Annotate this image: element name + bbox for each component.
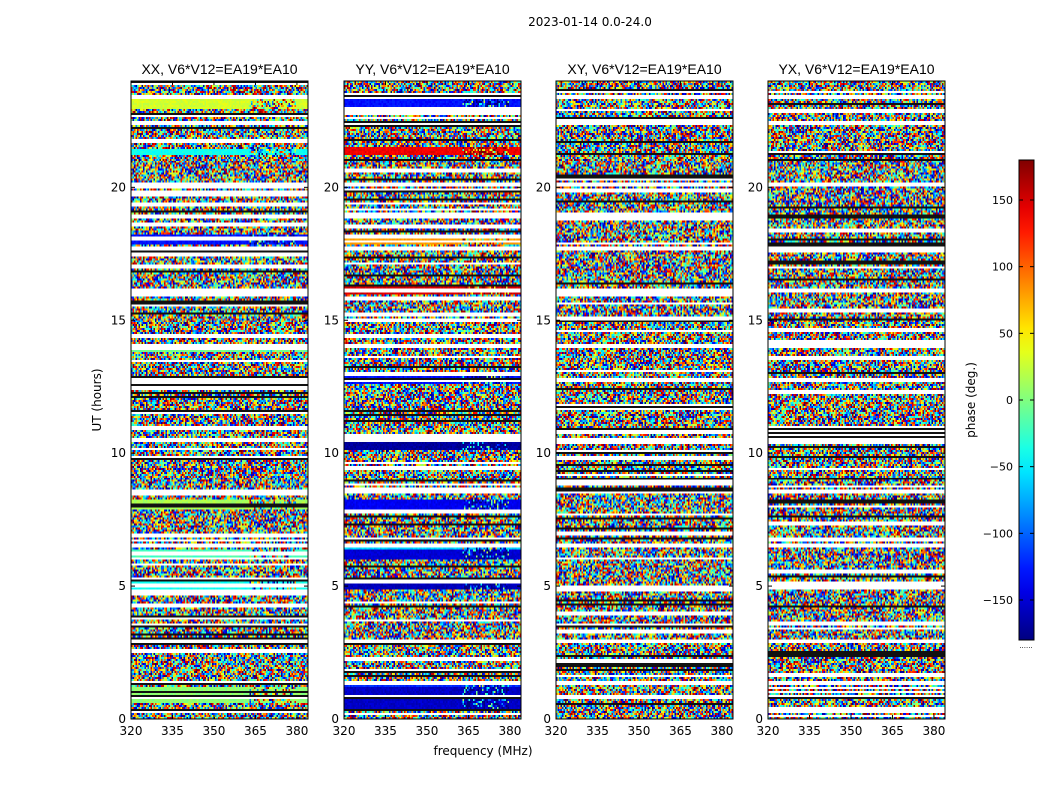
y-tick-label: 10 [324,446,339,460]
x-tick-label: 365 [669,724,692,738]
colorbar-tick-label: 0 [1006,394,1013,407]
waterfall-image [768,81,945,719]
panels-group: XX, V6*V12=EA19*EA10 320 335 350 365 380 0 5 10 1… [111,61,946,738]
x-tick-label: 335 [161,724,184,738]
colorbar-tick-label: −150 [983,594,1013,607]
colorbar-under-label: ...... [1019,642,1032,650]
waterfall-image [556,81,733,719]
x-tick-label: 380 [710,724,733,738]
y-tick-label: 15 [536,313,551,327]
colorbar-tick-label: 150 [992,194,1013,207]
y-tick-label: 5 [543,579,551,593]
axes-frame [130,80,309,720]
y-tick-label: 5 [118,579,126,593]
x-tick-label: 335 [798,724,821,738]
panel-title: XX, V6*V12=EA19*EA10 [141,61,297,77]
x-axis-label: frequency (MHz) [433,744,532,758]
panel-title: YY, V6*V12=EA19*EA10 [355,61,509,77]
y-tick-label: 15 [748,313,763,327]
x-tick-label: 380 [285,724,308,738]
y-tick-label: 0 [543,712,551,726]
x-tick-label: 335 [374,724,397,738]
y-tick-label: 20 [111,180,126,194]
x-tick-label: 350 [840,724,863,738]
colorbar-label: phase (deg.) [964,362,978,438]
x-tick-label: 380 [922,724,945,738]
figure-suptitle: 2023-01-14 0.0-24.0 [528,15,652,29]
y-tick-label: 5 [331,579,339,593]
x-tick-label: 320 [545,724,568,738]
x-tick-label: 320 [333,724,356,738]
x-tick-label: 350 [416,724,439,738]
y-tick-label: 15 [324,313,339,327]
x-tick-label: 320 [120,724,143,738]
y-axis-label: UT (hours) [90,368,104,431]
panel-title: XY, V6*V12=EA19*EA10 [567,61,721,77]
axes-frame [767,80,946,720]
y-tick-label: 20 [748,180,763,194]
colorbar-tick-label: −50 [990,461,1013,474]
y-tick-label: 10 [111,446,126,460]
y-tick-label: 10 [748,446,763,460]
x-tick-label: 365 [457,724,480,738]
x-tick-label: 350 [628,724,651,738]
x-tick-label: 365 [244,724,267,738]
y-tick-label: 15 [111,313,126,327]
colorbar-tick-label: −100 [983,527,1013,540]
y-tick-label: 0 [331,712,339,726]
waterfall-image [344,81,521,719]
panel-title: YX, V6*V12=EA19*EA10 [778,61,934,77]
x-tick-label: 320 [757,724,780,738]
y-tick-label: 0 [118,712,126,726]
panel-1: XX, V6*V12=EA19*EA10 320 335 350 365 380 0 5 10 1… [111,61,309,738]
colorbar-tick-label: 50 [999,327,1013,340]
panel-2: YY, V6*V12=EA19*EA10 320 335 350 365 380 0 5 10 1… [324,61,522,738]
axes-frame [343,80,522,720]
x-tick-label: 335 [586,724,609,738]
axes-frame [555,80,734,720]
y-tick-label: 10 [536,446,551,460]
panel-4: YX, V6*V12=EA19*EA10 320 335 350 365 380 0 5 10 1… [748,61,946,738]
colorbar-tick-label: 100 [992,261,1013,274]
x-tick-label: 380 [498,724,521,738]
y-tick-label: 20 [536,180,551,194]
waterfall-image [131,81,308,719]
x-tick-label: 365 [881,724,904,738]
y-tick-label: 20 [324,180,339,194]
colorbar: 150 100 50 0 −50 −100 −150 [983,159,1035,641]
x-tick-label: 350 [203,724,226,738]
y-tick-label: 0 [755,712,763,726]
y-tick-label: 5 [755,579,763,593]
panel-3: XY, V6*V12=EA19*EA10 320 335 350 365 380 0 5 10 1… [536,61,734,738]
